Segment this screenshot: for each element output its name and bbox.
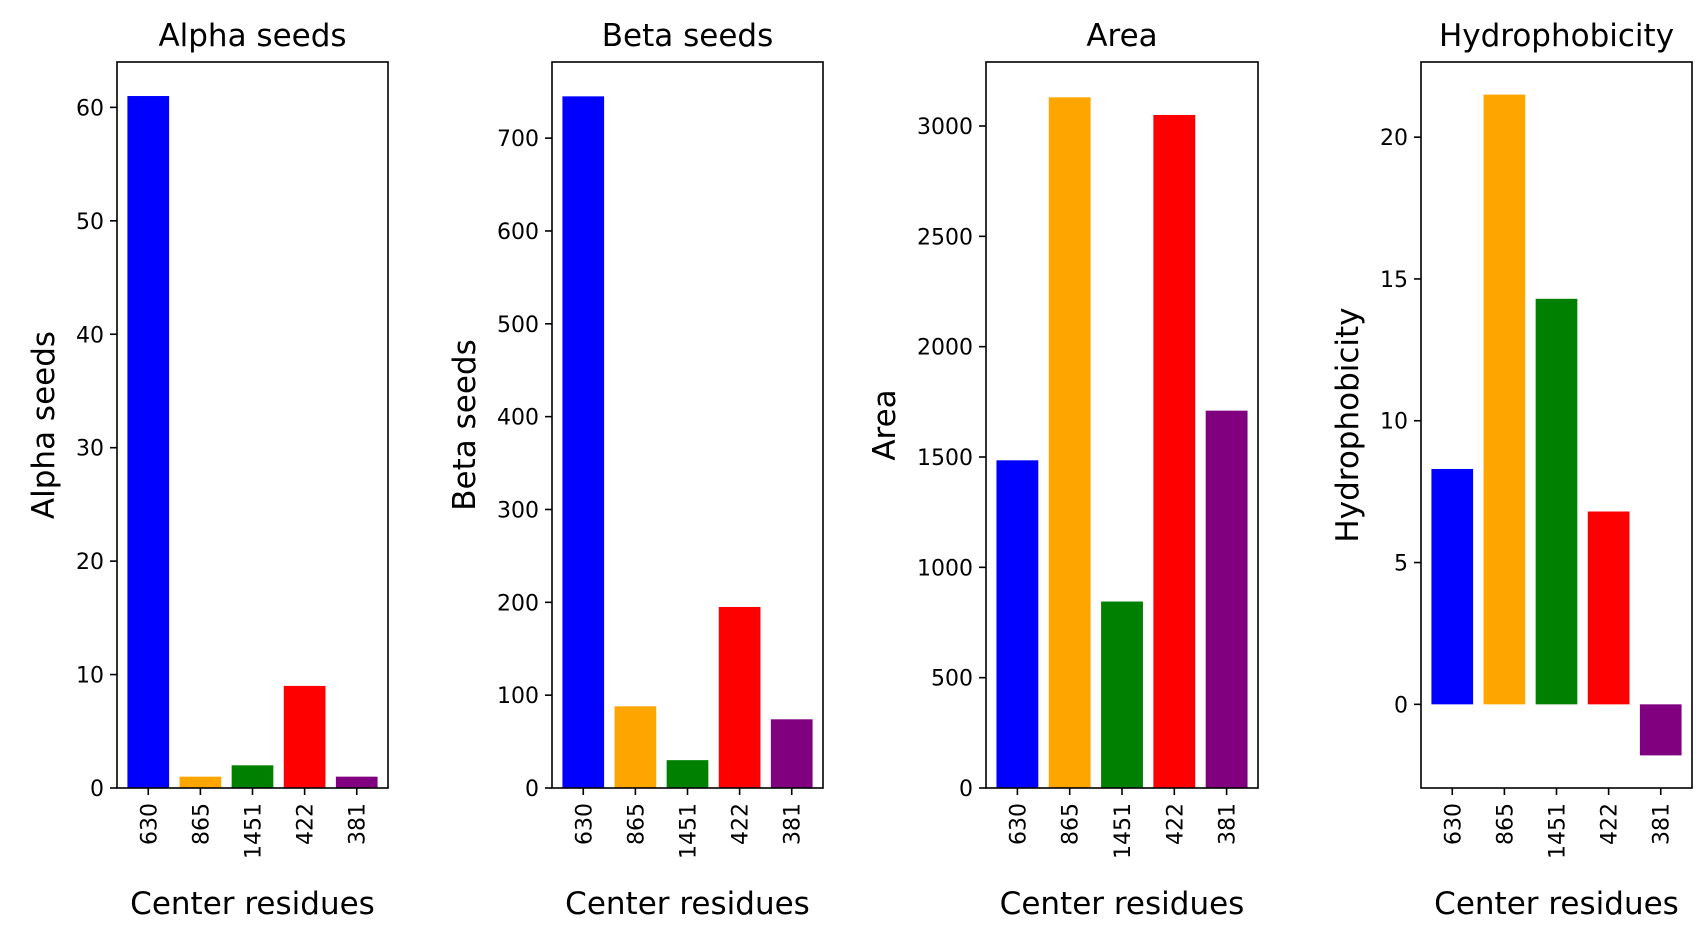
y-tick-label: 0 — [1394, 693, 1408, 718]
x-tick-label: 381 — [781, 803, 806, 845]
bar-630 — [1431, 468, 1474, 705]
y-axis-label: Alpha seeds — [26, 331, 62, 519]
y-tick-label: 20 — [76, 550, 104, 575]
y-tick-label: 2000 — [917, 336, 973, 361]
bar-381 — [1205, 410, 1248, 788]
y-tick-label: 20 — [1380, 126, 1408, 151]
x-tick-label: 422 — [294, 803, 319, 845]
y-tick-label: 300 — [497, 498, 539, 523]
panel-area: Area Center residues Area 0 500 1000 1500 20… — [867, 18, 1259, 922]
y-tick-label: 0 — [959, 777, 973, 802]
x-tick-label: 630 — [1006, 803, 1031, 845]
x-tick-label: 422 — [729, 803, 754, 845]
bar-381 — [1639, 704, 1682, 756]
x-tick-label: 865 — [624, 803, 649, 845]
y-tick-label: 2500 — [917, 225, 973, 250]
x-tick-label: 1451 — [677, 803, 702, 859]
x-tick-label: 630 — [1441, 803, 1466, 845]
bar-422 — [1587, 511, 1630, 705]
x-tick-label: 865 — [189, 803, 214, 845]
bar-1451 — [1535, 298, 1578, 705]
y-tick-label: 10 — [76, 664, 104, 689]
y-tick-label: 500 — [931, 667, 973, 692]
panel-alpha-seeds: Alpha seeds Center residues Alpha seeds … — [26, 18, 389, 922]
panel-hydrophobicity: Hydrophobicity Center residues Hydrophob… — [1330, 18, 1693, 922]
bar-630 — [996, 460, 1039, 788]
x-tick-label: 422 — [1163, 803, 1188, 845]
bar-865 — [179, 776, 222, 788]
y-axis-label: Hydrophobicity — [1330, 307, 1366, 542]
bar-1451 — [231, 765, 274, 788]
panel-title: Area — [1086, 18, 1157, 54]
y-tick-label: 0 — [525, 777, 539, 802]
x-axis-label: Center residues — [1000, 886, 1245, 922]
y-tick-label: 60 — [76, 96, 104, 121]
x-axis-label: Center residues — [565, 886, 810, 922]
bar-422 — [718, 606, 761, 788]
y-tick-label: 700 — [497, 127, 539, 152]
panel-beta-seeds: Beta seeds Center residues Beta seeds 0 1… — [447, 18, 824, 922]
y-tick-label: 0 — [90, 777, 104, 802]
y-axis-label: Area — [867, 389, 903, 460]
bar-381 — [335, 776, 378, 788]
y-tick-label: 400 — [497, 406, 539, 431]
y-tick-label: 1500 — [917, 446, 973, 471]
y-tick-label: 500 — [497, 313, 539, 338]
y-tick-label: 100 — [497, 684, 539, 709]
x-axis-label: Center residues — [1434, 886, 1679, 922]
y-tick-label: 5 — [1394, 552, 1408, 577]
y-tick-label: 30 — [76, 437, 104, 462]
x-tick-label: 1451 — [1111, 803, 1136, 859]
y-tick-label: 10 — [1380, 410, 1408, 435]
x-tick-label: 381 — [346, 803, 371, 845]
y-tick-label: 50 — [76, 210, 104, 235]
x-axis-label: Center residues — [130, 886, 375, 922]
y-tick-label: 200 — [497, 591, 539, 616]
y-tick-label: 1000 — [917, 556, 973, 581]
bar-422 — [283, 685, 326, 788]
bar-630 — [562, 96, 605, 789]
x-tick-label: 630 — [572, 803, 597, 845]
x-tick-label: 422 — [1598, 803, 1623, 845]
bar-422 — [1153, 114, 1196, 788]
bar-865 — [1048, 97, 1091, 788]
x-tick-label: 1451 — [242, 803, 267, 859]
bar-1451 — [666, 760, 709, 788]
y-tick-label: 40 — [76, 323, 104, 348]
x-tick-label: 865 — [1493, 803, 1518, 845]
panel-title: Beta seeds — [602, 18, 773, 54]
bar-630 — [127, 96, 170, 788]
x-tick-label: 381 — [1650, 803, 1675, 845]
bar-381 — [770, 719, 813, 788]
y-axis-label: Beta seeds — [447, 339, 483, 510]
bar-865 — [1483, 94, 1526, 705]
x-tick-label: 1451 — [1546, 803, 1571, 859]
y-tick-label: 15 — [1380, 268, 1408, 293]
y-tick-label: 600 — [497, 220, 539, 245]
bar-865 — [614, 706, 657, 788]
y-tick-label: 3000 — [917, 115, 973, 140]
panel-title: Alpha seeds — [158, 18, 346, 54]
panel-title: Hydrophobicity — [1439, 18, 1674, 54]
x-tick-label: 381 — [1216, 803, 1241, 845]
x-tick-label: 865 — [1059, 803, 1084, 845]
bar-1451 — [1101, 601, 1143, 788]
x-tick-label: 630 — [137, 803, 162, 845]
